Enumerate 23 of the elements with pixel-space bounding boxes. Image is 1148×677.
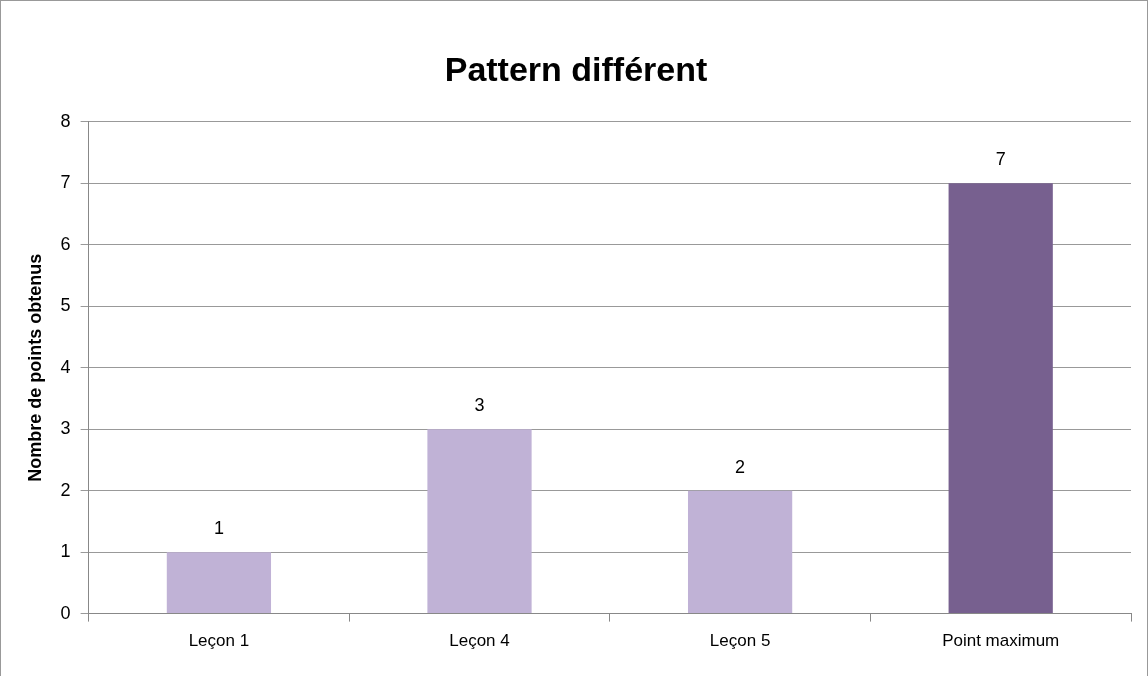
data-label: 2 (735, 456, 746, 477)
y-tick-label: 5 (60, 295, 71, 316)
y-tick-label: 0 (60, 602, 71, 623)
x-tick-label: Point maximum (942, 631, 1060, 651)
y-tick-label: 6 (60, 233, 71, 254)
y-tick-label: 4 (60, 356, 71, 377)
bar (427, 429, 532, 614)
x-tick-label: Leçon 1 (188, 631, 250, 651)
y-tick-label: 1 (60, 541, 71, 562)
data-label: 3 (474, 395, 485, 416)
chart-title: Pattern différent (444, 49, 708, 88)
y-tick-label: 8 (60, 110, 71, 131)
bar (166, 552, 272, 614)
bar (948, 183, 1053, 614)
y-axis-title: Nombre de points obtenus (24, 253, 45, 482)
y-tick-label: 3 (60, 418, 71, 439)
bar (687, 490, 793, 614)
y-tick-label: 7 (60, 172, 71, 193)
data-label: 1 (213, 518, 224, 539)
data-label: 7 (995, 149, 1006, 170)
x-tick-label: Leçon 5 (709, 631, 771, 651)
y-tick-label: 2 (60, 479, 71, 500)
x-tick-label: Leçon 4 (449, 631, 510, 651)
